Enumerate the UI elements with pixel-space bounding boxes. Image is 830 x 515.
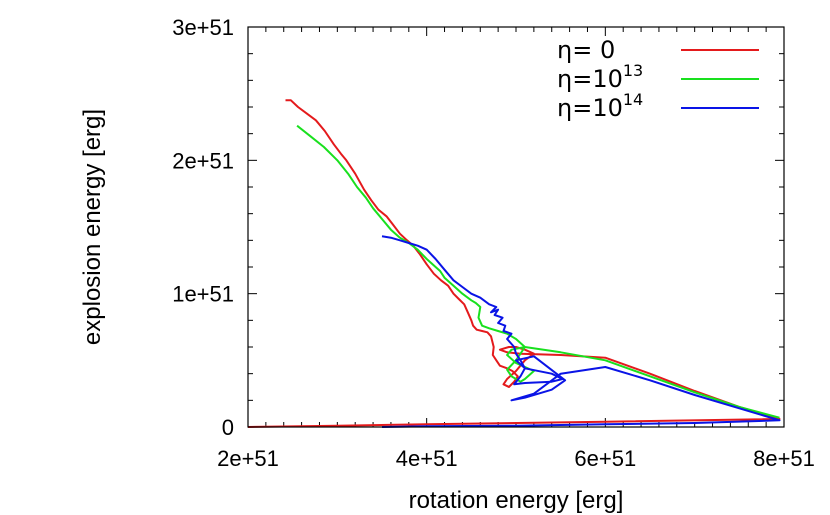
x-axis-label: rotation energy [erg] (409, 487, 624, 514)
y-tick-label: 3e+51 (172, 15, 234, 40)
x-tick-label: 2e+51 (217, 446, 279, 471)
legend-label-2: η=1014 (557, 90, 643, 122)
y-tick-label: 2e+51 (172, 148, 234, 173)
x-tick-label: 4e+51 (396, 446, 458, 471)
series-lines (247, 99, 781, 428)
legend-label-0: η= 0 (557, 36, 615, 64)
x-tick-label: 6e+51 (574, 446, 636, 471)
series-line-2 (381, 235, 781, 428)
series-line-1 (296, 124, 780, 419)
tick-labels: 2e+51 4e+51 6e+51 8e+51 0 1e+51 2e+51 3e+51 (172, 15, 815, 471)
plot-frame (247, 26, 785, 428)
legend-label-1: η=1013 (557, 61, 643, 93)
y-tick-label: 1e+51 (172, 282, 234, 307)
axis-ticks (247, 26, 785, 428)
y-tick-label: 0 (222, 415, 234, 440)
x-tick-label: 8e+51 (753, 446, 815, 471)
y-axis-label: explosion energy [erg] (79, 109, 106, 345)
